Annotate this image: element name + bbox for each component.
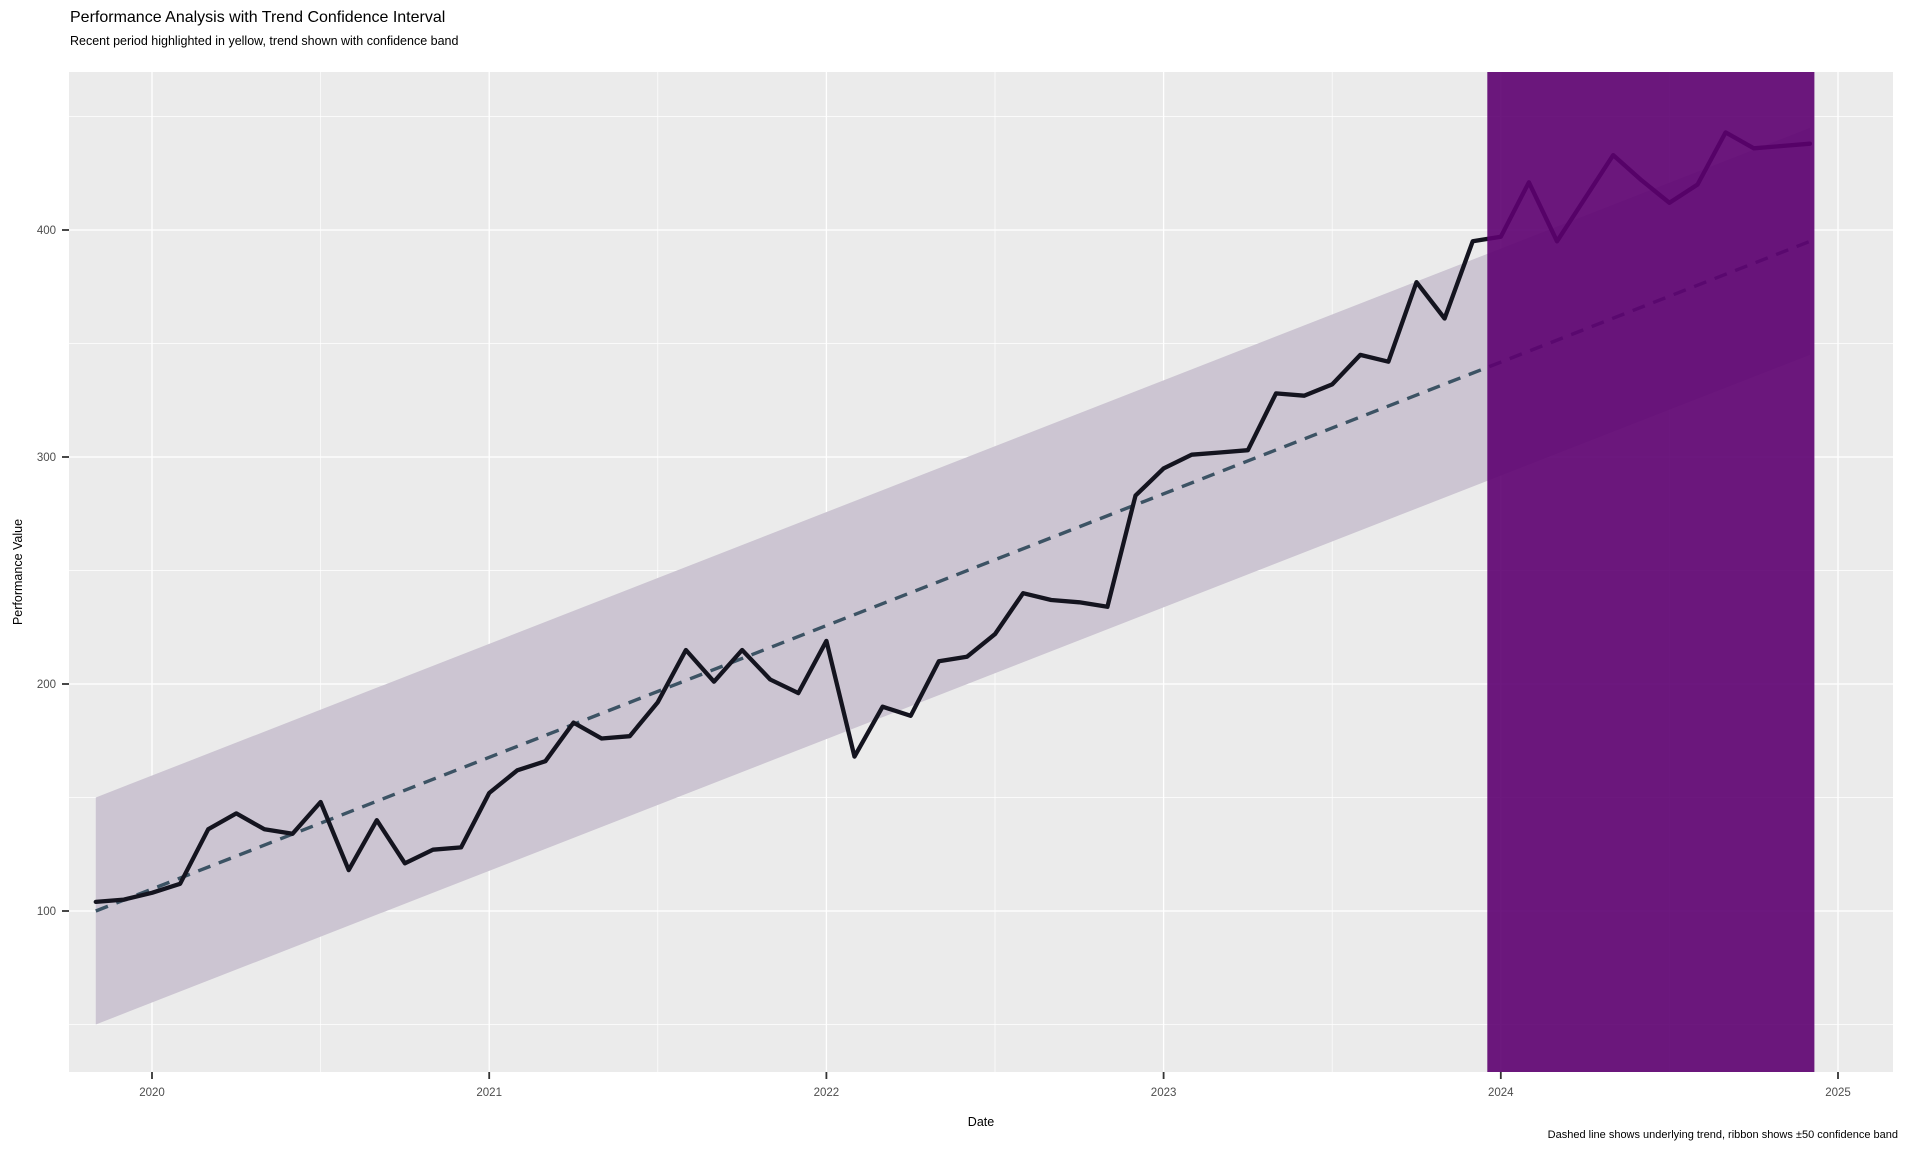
x-tick-label: 2022 [814, 1087, 840, 1099]
x-tick-label: 2025 [1825, 1087, 1851, 1099]
chart-subtitle: Recent period highlighted in yellow, tre… [70, 34, 459, 48]
x-tick-label: 2020 [139, 1087, 165, 1099]
chart-caption: Dashed line shows underlying trend, ribb… [1547, 1129, 1898, 1141]
y-tick-label: 300 [37, 452, 56, 464]
x-tick-label: 2023 [1151, 1087, 1177, 1099]
y-tick-label: 100 [37, 906, 56, 918]
x-tick-label: 2024 [1488, 1087, 1514, 1099]
y-tick-label: 200 [37, 679, 56, 691]
y-tick-label: 400 [37, 225, 56, 237]
x-tick-label: 2021 [476, 1087, 502, 1099]
confidence-ribbon [95, 127, 1810, 1025]
y-axis-title: Performance Value [11, 518, 25, 626]
chart-title: Performance Analysis with Trend Confiden… [70, 9, 446, 26]
x-axis-title: Date [967, 1115, 995, 1129]
highlight-region [1487, 72, 1815, 1072]
